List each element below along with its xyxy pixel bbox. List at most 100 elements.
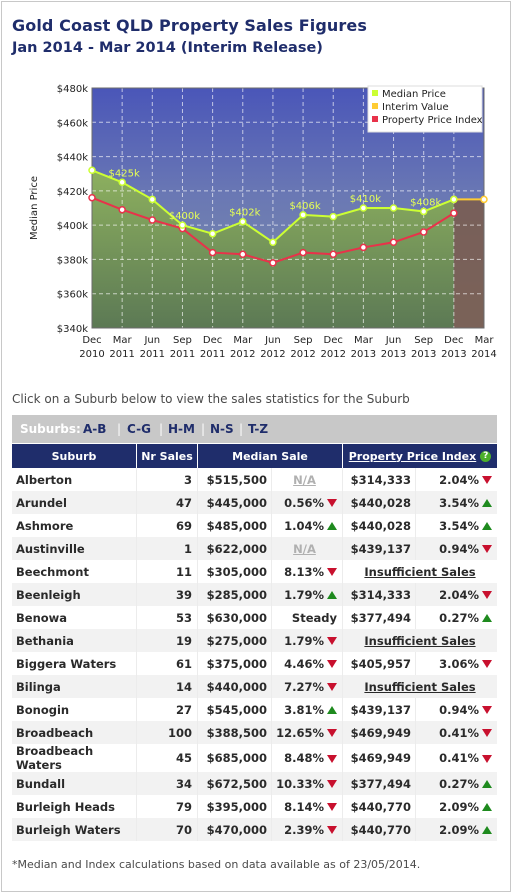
- table-row[interactable]: Alberton 3 $515,500 N/A $314,333 2.04%: [12, 468, 497, 491]
- table-row[interactable]: Bethania 19 $275,000 1.79% Insufficient Sale…: [12, 629, 497, 652]
- y-tick-label: $380k: [57, 255, 88, 266]
- na-link[interactable]: N/A: [293, 541, 316, 556]
- table-row[interactable]: Bonogin 27 $545,000 3.81% $439,137 0.94%: [12, 698, 497, 721]
- interim-point: [480, 195, 488, 204]
- cell-suburb[interactable]: Biggera Waters: [12, 652, 137, 675]
- table-row[interactable]: Bundall 34 $672,500 10.33% $377,494 0.27%: [12, 772, 497, 795]
- col-median-sale: Median Sale: [197, 444, 343, 468]
- y-tick-label: $440k: [57, 153, 88, 164]
- x-tick-label: 2012: [230, 349, 255, 360]
- table-row[interactable]: Beechmont 11 $305,000 8.13% Insufficient Sal…: [12, 560, 497, 583]
- change-value: 0.94%: [439, 541, 479, 556]
- y-tick-label: $400k: [57, 221, 88, 232]
- y-tick-label: $480k: [57, 84, 88, 95]
- cell-suburb[interactable]: Beenleigh: [12, 583, 137, 606]
- table-row[interactable]: Burleigh Waters 70 $470,000 2.39% $440,770 2.…: [12, 818, 497, 841]
- arrow-down-icon: [327, 803, 337, 811]
- cell-ppi-insufficient: Insufficient Sales: [342, 629, 497, 652]
- cell-suburb[interactable]: Benowa: [12, 606, 137, 629]
- cell-suburb[interactable]: Alberton: [12, 468, 137, 491]
- median-point: [419, 207, 428, 216]
- cell-suburb[interactable]: Bethania: [12, 629, 137, 652]
- cell-ppi-insufficient: Insufficient Sales: [342, 675, 497, 698]
- table-row[interactable]: Benowa 53 $630,000 Steady $377,494 0.27%: [12, 606, 497, 629]
- cell-suburb[interactable]: Arundel: [12, 491, 137, 514]
- table-row[interactable]: Ashmore 69 $485,000 1.04% $440,028 3.54%: [12, 514, 497, 537]
- cell-suburb[interactable]: Broadbeach Waters: [12, 744, 137, 772]
- table-row[interactable]: Biggera Waters 61 $375,000 4.46% $405,957 3.0…: [12, 652, 497, 675]
- cell-suburb[interactable]: Bundall: [12, 772, 137, 795]
- arrow-down-icon: [327, 568, 337, 576]
- cell-suburb[interactable]: Ashmore: [12, 514, 137, 537]
- table-row[interactable]: Austinville 1 $622,000 N/A $439,137 0.94%: [12, 537, 497, 560]
- cell-ppi-change: 3.54%: [415, 491, 497, 514]
- cell-median: $388,500: [197, 721, 272, 744]
- cell-median: $440,000: [197, 675, 272, 698]
- median-point: [329, 212, 337, 221]
- table-row[interactable]: Arundel 47 $445,000 0.56% $440,028 3.54%: [12, 491, 497, 514]
- x-tick-label: Dec: [82, 335, 101, 346]
- suburb-link-a-b[interactable]: A-B: [83, 422, 107, 436]
- cell-ppi-insufficient: Insufficient Sales: [343, 560, 498, 583]
- cell-suburb[interactable]: Burleigh Waters: [12, 818, 137, 841]
- x-tick-label: 2014: [471, 349, 496, 360]
- cell-ppi-change: 3.06%: [416, 652, 498, 675]
- insufficient-sales-link[interactable]: Insufficient Sales: [364, 564, 476, 579]
- x-tick-label: Sep: [414, 335, 433, 346]
- cell-suburb[interactable]: Austinville: [12, 537, 137, 560]
- median-point: [178, 221, 187, 229]
- nav-separator: |: [117, 422, 122, 436]
- insufficient-sales-link[interactable]: Insufficient Sales: [364, 633, 476, 648]
- cell-ppi: $440,028: [342, 514, 416, 537]
- change-value: 0.94%: [439, 702, 479, 717]
- table-row[interactable]: Broadbeach Waters 45 $685,000 8.48% $469,949…: [12, 744, 497, 772]
- cell-suburb[interactable]: Burleigh Heads: [12, 795, 137, 818]
- table-header-row: Suburb Nr Sales Median Sale Property Pri…: [12, 444, 497, 468]
- y-tick-label: $360k: [57, 290, 88, 301]
- ppi-point: [88, 193, 96, 202]
- table-row[interactable]: Beenleigh 39 $285,000 1.79% $314,333 2.04%: [12, 583, 497, 606]
- cell-nr-sales: 45: [136, 744, 198, 772]
- suburb-link-h-m[interactable]: H-M: [168, 422, 195, 436]
- suburb-link-n-s[interactable]: N-S: [210, 422, 234, 436]
- x-tick-label: 2013: [441, 349, 466, 360]
- cell-median-change: 12.65%: [271, 721, 343, 744]
- suburb-nav: Suburbs: A-B | C-G | H-M | N-S | T-Z: [12, 415, 497, 443]
- median-point: [269, 238, 277, 247]
- cell-suburb[interactable]: Broadbeach: [12, 721, 137, 744]
- change-value: 2.09%: [439, 822, 479, 837]
- median-point: [239, 217, 247, 226]
- cell-median: $630,000: [197, 606, 272, 629]
- ppi-point: [208, 248, 217, 257]
- table-row[interactable]: Bilinga 14 $440,000 7.27% Insufficient Sales: [12, 675, 497, 698]
- cell-median: $305,000: [197, 560, 272, 583]
- cell-nr-sales: 69: [136, 514, 198, 537]
- cell-nr-sales: 79: [136, 795, 198, 818]
- change-value: 10.33%: [276, 776, 324, 791]
- cell-ppi-change: 2.09%: [416, 795, 498, 818]
- change-value: 12.65%: [276, 725, 324, 740]
- cell-median-change: 8.14%: [271, 795, 343, 818]
- insufficient-sales-link[interactable]: Insufficient Sales: [364, 679, 476, 694]
- x-tick-label: Sep: [173, 335, 192, 346]
- suburb-link-c-g[interactable]: C-G: [127, 422, 151, 436]
- cell-suburb[interactable]: Bonogin: [12, 698, 137, 721]
- na-link[interactable]: N/A: [293, 472, 316, 487]
- ppi-header-link[interactable]: Property Price Index: [348, 449, 477, 463]
- change-value: 1.79%: [284, 587, 324, 602]
- x-tick-label: Jun: [264, 335, 281, 346]
- table-row[interactable]: Burleigh Heads 79 $395,000 8.14% $440,770 2.0…: [12, 795, 497, 818]
- price-chart: $340k $360k $380k $400k $420k $440k $460k $480k…: [29, 84, 497, 360]
- cell-nr-sales: 3: [136, 468, 198, 491]
- suburb-link-t-z[interactable]: T-Z: [248, 422, 269, 436]
- change-value: 2.09%: [439, 799, 479, 814]
- cell-nr-sales: 34: [136, 772, 198, 795]
- help-icon[interactable]: ?: [480, 451, 492, 462]
- cell-nr-sales: 39: [136, 583, 198, 606]
- table-row[interactable]: Broadbeach 100 $388,500 12.65% $469,949 0.41%: [12, 721, 497, 744]
- arrow-up-icon: [482, 826, 492, 834]
- cell-suburb[interactable]: Bilinga: [12, 675, 137, 698]
- cell-median-change: 1.79%: [271, 583, 343, 606]
- cell-suburb[interactable]: Beechmont: [12, 560, 137, 583]
- change-value: 0.41%: [439, 751, 479, 765]
